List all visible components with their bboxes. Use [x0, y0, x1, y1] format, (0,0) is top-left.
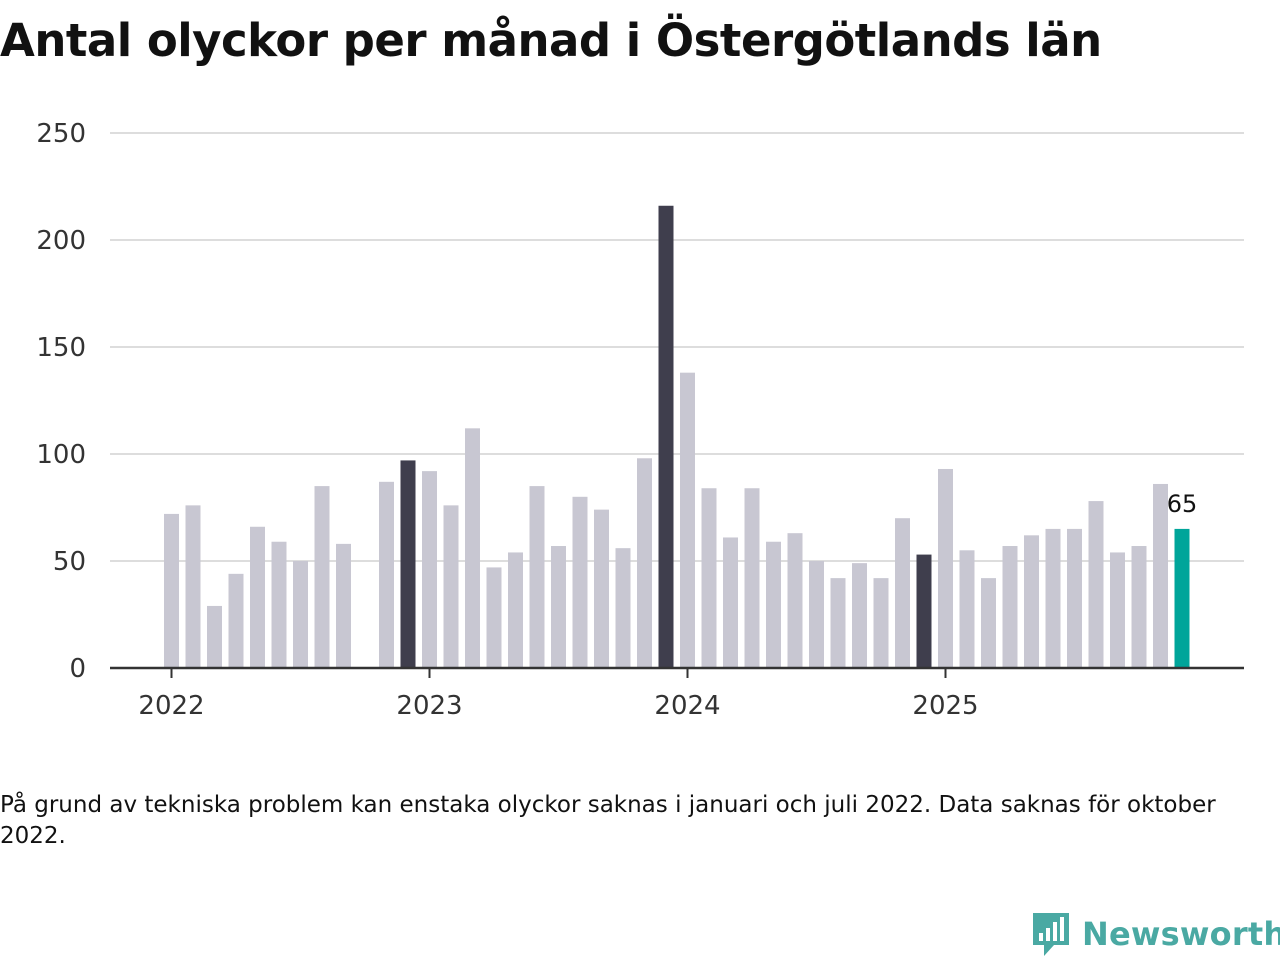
y-tick-label: 50	[53, 547, 86, 577]
x-tick-label: 2023	[396, 691, 462, 721]
bar	[1067, 528, 1082, 668]
x-tick-label: 2022	[138, 691, 204, 721]
bar	[293, 561, 308, 668]
bar	[1045, 528, 1061, 668]
newsworthy-logo: Newsworthy	[1030, 908, 1280, 960]
x-tick-label: 2025	[912, 691, 978, 721]
bar	[723, 537, 738, 668]
bar	[164, 513, 179, 668]
bar	[185, 505, 201, 668]
bar	[1174, 528, 1190, 668]
bar	[594, 509, 609, 668]
y-tick-label: 250	[36, 119, 86, 149]
bar	[422, 471, 437, 668]
bar	[895, 518, 910, 668]
bar	[207, 605, 222, 668]
bar	[400, 460, 416, 668]
bar	[744, 488, 760, 668]
bar	[916, 554, 932, 668]
data-label-latest: 65	[1167, 490, 1198, 518]
x-tick-label: 2024	[654, 691, 720, 721]
chart-title: Antal olyckor per månad i Östergötlands …	[0, 14, 1102, 67]
bar	[830, 578, 846, 668]
y-tick-label: 150	[36, 333, 86, 363]
bar	[529, 486, 545, 668]
bar	[615, 548, 631, 668]
bar	[314, 486, 330, 668]
bar-chart: 0 50 100 150 200 250 2022 2023 2024 2025 65	[36, 119, 1244, 721]
bar	[981, 578, 996, 668]
bar	[680, 372, 695, 668]
bar	[551, 546, 566, 668]
bar	[443, 505, 459, 668]
bar	[658, 205, 674, 668]
bar	[379, 481, 394, 668]
bar	[250, 526, 265, 668]
bar	[1110, 552, 1125, 668]
y-tick-label: 0	[69, 654, 86, 684]
bar	[271, 541, 287, 668]
bar	[766, 541, 781, 668]
footnote: På grund av tekniska problem kan enstaka…	[0, 792, 1216, 849]
bar	[1153, 483, 1168, 668]
bar	[508, 552, 523, 668]
bars	[164, 205, 1190, 668]
bar	[852, 563, 867, 668]
chart-bubble-icon	[1033, 913, 1069, 956]
bar	[1024, 535, 1039, 668]
bar	[486, 567, 502, 668]
bar	[572, 496, 588, 668]
bar	[637, 458, 652, 668]
bar	[465, 428, 480, 668]
bar	[336, 543, 351, 668]
y-tick-label: 200	[36, 226, 86, 256]
brand-name: Newsworthy	[1082, 915, 1280, 953]
bar	[873, 578, 889, 668]
bar	[228, 573, 244, 668]
bar	[1002, 546, 1018, 668]
bar	[1131, 546, 1147, 668]
bar	[938, 468, 953, 668]
y-axis-ticks: 0 50 100 150 200 250	[36, 119, 86, 684]
bar	[787, 533, 803, 668]
bar	[701, 488, 717, 668]
y-tick-label: 100	[36, 440, 86, 470]
bar	[809, 561, 824, 668]
x-axis-ticks: 2022 2023 2024 2025	[138, 668, 979, 721]
bar	[1088, 501, 1104, 668]
bar	[959, 550, 975, 668]
